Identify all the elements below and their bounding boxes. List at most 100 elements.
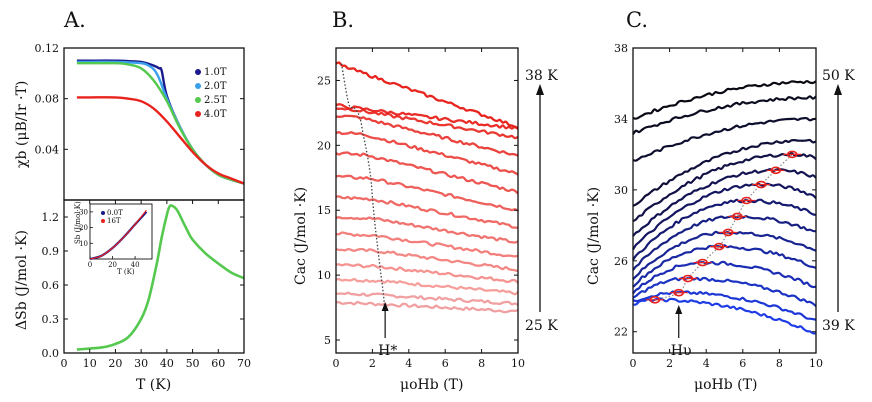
panel-b-trace-9 [335, 174, 519, 212]
panel-c-arrowhead [834, 84, 842, 95]
panel-b-y-label: Cac (J/mol ·K) [293, 187, 309, 285]
panel-b-arrowhead [536, 84, 544, 95]
inset-xtick-label: 20 [108, 261, 117, 269]
panel-b-hstar-marker: H* [378, 302, 397, 359]
panel-c-trace-10 [632, 168, 817, 237]
entropy-xtick-label: 10 [83, 357, 97, 370]
panel-c-trace-3 [632, 276, 817, 307]
panel-c-traces [632, 80, 817, 335]
inset-y-label: Sb (J/mol·K) [74, 201, 82, 244]
susceptibility-ytick-label: 0.04 [35, 143, 60, 156]
legend-dot-4 [195, 111, 201, 117]
panel-c-trace-7 [632, 215, 817, 271]
panel-b-hstar-guide [340, 63, 386, 312]
inset-xtick-label: 40 [131, 261, 140, 269]
panel-b-xtick-label: 4 [405, 357, 412, 370]
panel-c-frame [632, 47, 817, 354]
legend-dot-1 [195, 69, 201, 75]
inset-legend-0T: 0.0T [107, 209, 123, 217]
panel-b-trace-15 [335, 61, 519, 130]
panel-c-peak-marker [755, 180, 767, 189]
inset-legend-dot-1 [101, 211, 105, 215]
panel-b-trace-12 [335, 114, 519, 157]
legend-dot-3 [195, 97, 201, 103]
panel-c-ytick-label: 38 [614, 42, 628, 55]
entropy-y-label: ΔSb (J/mol ·K) [14, 230, 30, 330]
panel-b-frame [335, 47, 519, 354]
panel-c-xtick-label: 10 [809, 357, 823, 370]
panel-c-ticks: 22 26 30 34 38 0 2 4 6 8 10 [614, 42, 823, 370]
panel-c-peak-marker [786, 150, 798, 159]
entropy-xtick-label: 30 [134, 357, 148, 370]
entropy-ytick-label: 0.3 [42, 313, 60, 326]
panel-c-arrow-bottom-label: 39 K [822, 318, 855, 334]
entropy-ytick-label: 0.9 [42, 245, 60, 258]
panel-a-label: A. [63, 8, 86, 32]
entropy-x-ticks: 0 10 20 30 40 50 60 70 [61, 200, 251, 370]
panel-b-ytick-label: 25 [317, 74, 331, 87]
inset-xtick-label: 0 [88, 261, 92, 269]
inset-legend-16T: 16T [107, 217, 121, 225]
panel-c-trace-14 [632, 95, 817, 135]
panel-b-ytick-label: 15 [317, 204, 331, 217]
panel-c-ytick-label: 26 [614, 255, 628, 268]
susceptibility-legend: 1.0T 2.0T 2.5T 4.0T [195, 67, 227, 120]
hstar-label: H* [378, 343, 397, 359]
panel-c-trace-13 [632, 116, 817, 162]
susceptibility-plot [76, 59, 245, 185]
entropy-xtick-label: 20 [108, 357, 122, 370]
inset-ticks: 10 20 30 0 20 40 [79, 208, 139, 269]
panel-c-ytick-label: 34 [614, 113, 628, 126]
panel-c-peak-marker [770, 166, 782, 175]
panel-c-x-label: μoHb (T) [694, 377, 757, 393]
entropy-xtick-label: 40 [160, 357, 174, 370]
inset-plot [89, 209, 148, 261]
inset-entropy: 0.0T 16T Sb (J/mol·K) T (K) 10 20 30 0 20 40 [74, 201, 153, 276]
inset-legend-dot-2 [101, 219, 105, 223]
panel-c-peak-marker [649, 296, 661, 304]
hstar-arrowhead [381, 302, 389, 311]
panel-c-label: C. [626, 8, 648, 32]
legend-1p0T: 1.0T [204, 67, 227, 78]
panel-c-peak-marker [732, 212, 743, 221]
panel-c-trace-8 [632, 198, 817, 261]
panel-c-peak-marker [682, 274, 694, 283]
panel-b-xtick-label: 6 [442, 357, 449, 370]
panel-b-ytick-label: 5 [324, 334, 331, 347]
entropy-ytick-label: 1.2 [42, 211, 60, 224]
panel-c-peak-marker [697, 258, 708, 267]
panel-c-peak-marker [673, 288, 685, 297]
panel-b-trace-4 [335, 263, 519, 284]
entropy-xtick-label: 70 [237, 357, 251, 370]
panel-c-ytick-label: 22 [614, 326, 628, 339]
panel-b-xtick-label: 2 [369, 357, 376, 370]
panel-c-xtick-label: 6 [739, 357, 746, 370]
hv-arrowhead [675, 305, 683, 314]
panel-b-trace-3 [335, 277, 519, 296]
panel-b-trace-7 [335, 216, 519, 244]
susceptibility-ytick-label: 0.08 [35, 93, 60, 106]
panel-b-trace-10 [335, 151, 519, 195]
panel-b-ticks: 5 10 15 20 25 0 2 4 6 8 10 [317, 48, 525, 370]
panel-b-arrow-bottom-label: 25 K [525, 318, 558, 334]
panel-b-trace-8 [335, 195, 518, 229]
entropy-frame [63, 199, 245, 354]
inset-ytick-label: 10 [79, 240, 88, 248]
inset-series-16T [89, 209, 147, 260]
entropy-difference-curve [76, 204, 245, 351]
susceptibility-y-label: χb (μB/Ir ·T) [14, 81, 30, 168]
inset-ytick-label: 20 [79, 224, 88, 232]
panel-c-trace-5 [632, 244, 817, 288]
entropy-ytick-label: 0.6 [42, 279, 60, 292]
panel-b-trace-13 [335, 107, 519, 140]
panel-b-trace-5 [335, 247, 519, 273]
entropy-y-ticks: 0.0 0.3 0.6 0.9 1.2 [42, 211, 244, 360]
legend-2p5T: 2.5T [204, 95, 227, 106]
panel-c: 22 26 30 34 38 0 2 4 6 8 10 Cac (J/mol ·K) μoHb (T… [586, 42, 855, 393]
panel-b-trace-1 [335, 300, 519, 314]
panel-c-hv-marker: Hυ [671, 305, 692, 359]
panel-c-trace-2 [632, 290, 817, 321]
hv-label: Hυ [671, 343, 692, 359]
panel-c-trace-12 [632, 138, 817, 207]
